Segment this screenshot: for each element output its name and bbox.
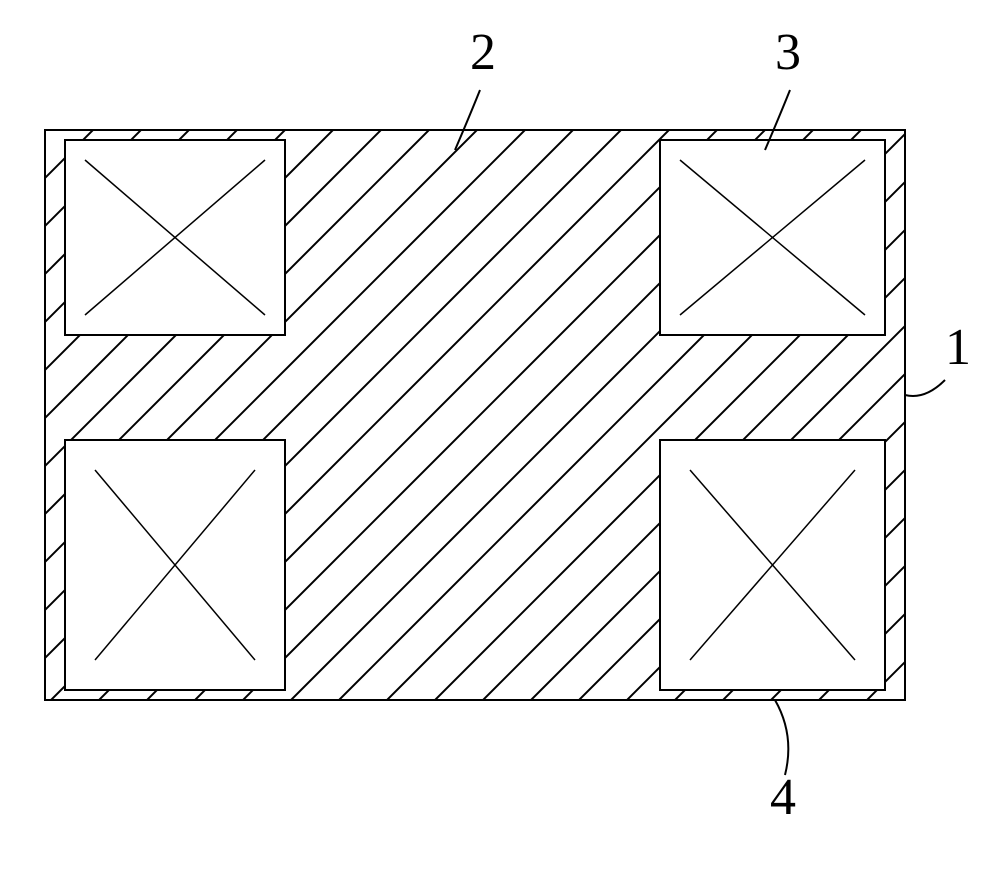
leader-line — [905, 380, 945, 396]
reference-label-3: 3 — [775, 23, 801, 82]
reference-label-1: 1 — [945, 318, 971, 377]
coil-box-top_right — [660, 140, 885, 335]
reference-label-4: 4 — [770, 768, 796, 827]
leader-line — [455, 90, 480, 150]
leader-line — [775, 700, 788, 775]
coil-box-bottom_left — [65, 440, 285, 690]
coil-box-bottom_right — [660, 440, 885, 690]
coil-box-top_left — [65, 140, 285, 335]
reference-label-2: 2 — [470, 23, 496, 82]
